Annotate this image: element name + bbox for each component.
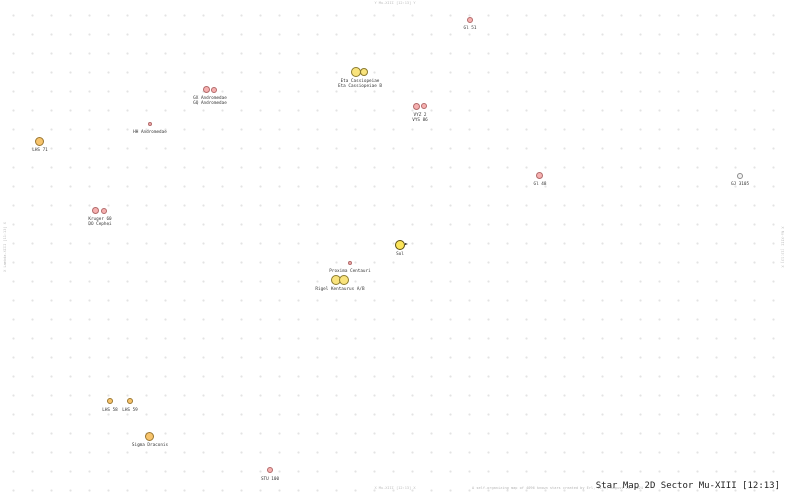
star-hh-andromedae[interactable] (148, 122, 152, 126)
star-label-line: Kruger 60 (88, 217, 112, 222)
star-label-lhs-58: LHS 58 (102, 408, 118, 413)
star-label-gl-51: Gl 51 (463, 26, 477, 31)
edge-label-top: Y Mu-XIII [12:13] Y (374, 1, 416, 5)
star-label-lhs-71: LHS 71 (32, 148, 48, 153)
star-lhs-58[interactable] (107, 398, 113, 404)
star-label-rigil-kentaurus: Rigel Kentaurus A/B (315, 287, 365, 292)
star-label-line: VYS 86 (412, 118, 428, 123)
star-label-sol: Sol (396, 252, 404, 257)
star-label-sigma-draconis: Sigma Draconis (131, 443, 169, 448)
edge-label-left: X Lambda-XIII [11:13] X (2, 222, 7, 272)
star-kruger-60[interactable] (92, 207, 99, 214)
star-gl-51[interactable] (467, 17, 473, 23)
star-gj-3105[interactable] (737, 173, 743, 179)
star-label-vyz-2: VYZ 2 VYS 86 (412, 113, 428, 123)
star-label-lhs-59: LHS 59 (122, 408, 138, 413)
star-label-stu-100: STU 100 (260, 477, 280, 482)
star-label-hh-andromedae: HH Andromedae (133, 130, 167, 135)
star-label-line: DO Cephei (88, 222, 112, 227)
star-gx-andromedae[interactable] (203, 86, 210, 93)
star-label-gq-andromedae: GX Andromedae GQ Andromedae (193, 96, 227, 106)
map-title: Star Map 2D Sector Mu-XIII [12:13] (595, 481, 780, 491)
current-location-arrow-icon (405, 243, 408, 245)
star-gl-48[interactable] (536, 172, 543, 179)
star-rigil-kentaurus-b[interactable] (339, 275, 349, 285)
star-stu-100[interactable] (267, 467, 273, 473)
star-label-eta-cassiopeiae: Eta Cassiopeiae Eta Cassiopeiae B (338, 79, 382, 89)
star-label-line: Eta Cassiopeiae B (338, 84, 382, 89)
star-eta-cassiopeiae-b[interactable] (360, 68, 368, 76)
star-lhs-71[interactable] (35, 137, 44, 146)
edge-label-bottom: X Mu-XIII [12:13] X (374, 486, 416, 490)
star-sigma-draconis[interactable] (145, 432, 154, 441)
star-sol[interactable] (395, 240, 405, 250)
star-label-line: Eta Cassiopeiae (340, 79, 380, 84)
star-proxima-centauri[interactable] (348, 261, 352, 265)
map-caption: A self-organizing map of 4096 known star… (472, 486, 643, 490)
star-label-gl-48: Gl 48 (533, 182, 547, 187)
star-label-line: VYZ 2 (413, 113, 427, 118)
star-label-kruger-60: Kruger 60 DO Cephei (88, 217, 111, 227)
star-label-line: GX Andromedae (193, 96, 227, 101)
star-vys-86[interactable] (421, 103, 427, 109)
star-lhs-59[interactable] (127, 398, 133, 404)
star-label-proxima-centauri: Proxima Centauri (329, 269, 371, 274)
star-gq-andromedae[interactable] (211, 87, 217, 93)
star-do-cephei[interactable] (101, 208, 107, 214)
edge-label-right: X Nu-XIII [13:13] X (780, 226, 785, 268)
star-vyz-2[interactable] (413, 103, 420, 110)
star-label-gj-3105: GJ 3105 (730, 182, 750, 187)
star-label-line: GQ Andromedae (193, 101, 227, 106)
